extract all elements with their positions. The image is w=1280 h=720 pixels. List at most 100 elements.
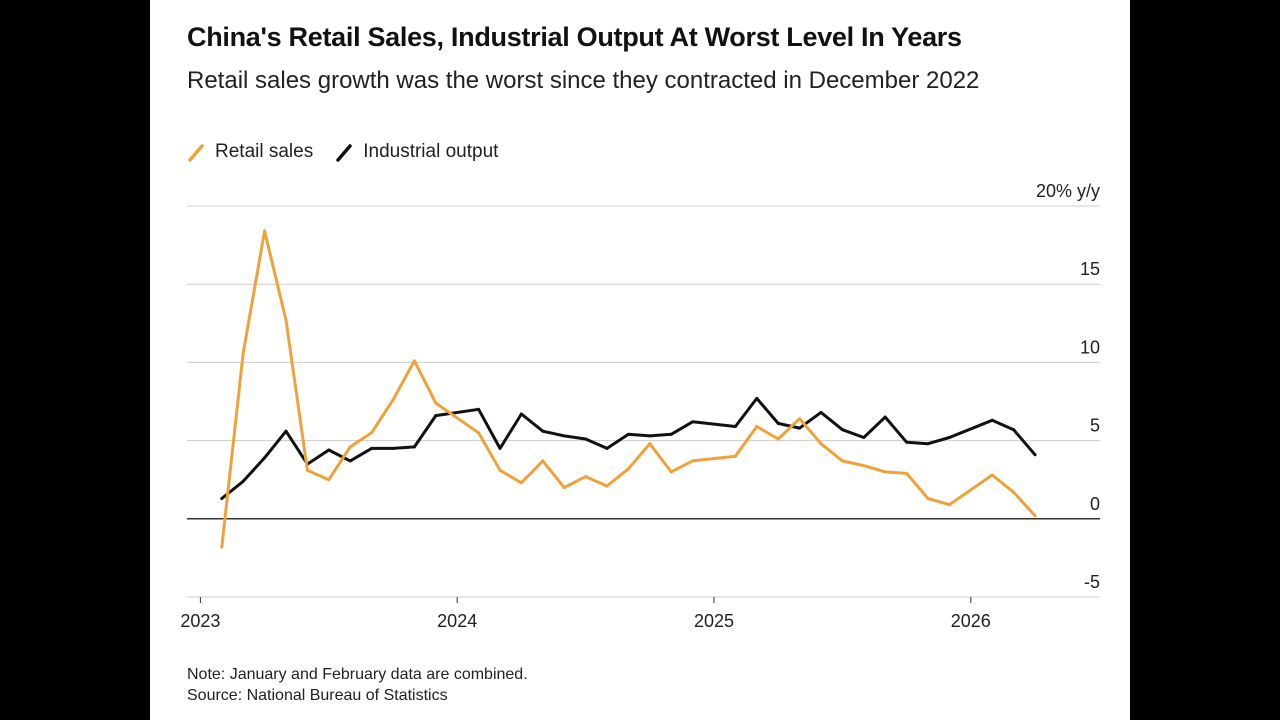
data-point-industrial (947, 435, 951, 439)
data-point-retail (776, 437, 780, 441)
data-point-industrial (798, 426, 802, 430)
data-point-industrial (241, 479, 245, 483)
x-tick-label: 2026 (951, 611, 991, 631)
legend: Retail sales Industrial output (187, 141, 520, 163)
data-point-retail (840, 459, 844, 463)
grid-layer (187, 205, 1100, 598)
chart-subtitle: Retail sales growth was the worst since … (187, 67, 980, 94)
data-point-retail (220, 545, 224, 549)
data-point-retail (477, 431, 481, 435)
data-point-industrial (883, 415, 887, 419)
data-point-industrial (284, 429, 288, 433)
data-point-industrial (691, 420, 695, 424)
chart-title: China's Retail Sales, Industrial Output … (187, 22, 962, 52)
x-tick-label: 2023 (180, 611, 220, 631)
data-point-industrial (605, 446, 609, 450)
data-point-industrial (391, 446, 395, 450)
data-point-industrial (926, 442, 930, 446)
series-points-industrial (220, 396, 1037, 500)
y-tick-label: 5 (1090, 416, 1100, 436)
data-point-industrial (498, 446, 502, 450)
data-point-industrial (669, 432, 673, 436)
data-point-retail (669, 470, 673, 474)
legend-item-retail: Retail sales (187, 141, 313, 163)
tick-labels-layer: 20% y/y 15 10 5 0 -5 2023 2024 2025 2026 (180, 181, 1100, 631)
data-point-retail (926, 496, 930, 500)
data-point-industrial (519, 412, 523, 416)
data-point-retail (305, 468, 309, 472)
data-point-retail (819, 442, 823, 446)
data-point-industrial (412, 445, 416, 449)
y-tick-label: -5 (1084, 572, 1100, 592)
x-tick-label: 2024 (437, 611, 477, 631)
data-point-industrial (1033, 453, 1037, 457)
data-point-retail (883, 470, 887, 474)
series-line-industrial (220, 396, 1037, 500)
legend-swatch-industrial (335, 141, 353, 163)
data-point-retail (370, 431, 374, 435)
data-point-retail (327, 478, 331, 482)
series-points-retail (220, 229, 1037, 549)
data-point-industrial (1012, 428, 1016, 432)
data-point-industrial (263, 456, 267, 460)
chart-note: Note: January and February data are comb… (187, 666, 528, 683)
data-point-retail (541, 459, 545, 463)
data-point-industrial (776, 421, 780, 425)
data-point-industrial (370, 446, 374, 450)
data-point-industrial (905, 440, 909, 444)
data-point-retail (562, 486, 566, 490)
data-point-retail (519, 481, 523, 485)
chart-card: China's Retail Sales, Industrial Output … (150, 0, 1130, 720)
data-point-industrial (477, 407, 481, 411)
data-point-retail (498, 468, 502, 472)
data-point-retail (990, 473, 994, 477)
data-point-industrial (990, 418, 994, 422)
line-chart: 20% y/y 15 10 5 0 -5 2023 2024 2025 2026 (180, 181, 1100, 631)
data-point-industrial (434, 414, 438, 418)
series-line-retail (220, 229, 1037, 549)
data-point-industrial (584, 437, 588, 441)
data-point-retail (755, 425, 759, 429)
data-point-retail (1012, 490, 1016, 494)
data-point-industrial (220, 496, 224, 500)
footer: Note: January and February data are comb… (187, 664, 528, 706)
data-point-retail (862, 464, 866, 468)
y-tick-label: 0 (1090, 494, 1100, 514)
data-point-retail (947, 503, 951, 507)
data-point-industrial (840, 428, 844, 432)
legend-label-industrial: Industrial output (363, 141, 499, 162)
data-point-retail (905, 471, 909, 475)
y-tick-label: 10 (1080, 337, 1100, 357)
chart-source: Source: National Bureau of Statistics (187, 687, 448, 704)
data-point-retail (626, 467, 630, 471)
data-point-industrial (819, 410, 823, 414)
data-point-retail (284, 318, 288, 322)
data-point-industrial (541, 429, 545, 433)
data-point-retail (691, 459, 695, 463)
data-point-retail (263, 229, 267, 233)
data-point-industrial (862, 435, 866, 439)
data-point-industrial (648, 434, 652, 438)
data-point-retail (733, 454, 737, 458)
data-point-industrial (562, 434, 566, 438)
data-point-industrial (348, 459, 352, 463)
data-point-retail (241, 351, 245, 355)
data-point-industrial (733, 425, 737, 429)
data-point-retail (1033, 514, 1037, 518)
data-point-retail (605, 484, 609, 488)
data-point-retail (584, 475, 588, 479)
x-tick-label: 2025 (694, 611, 734, 631)
data-point-retail (798, 417, 802, 421)
legend-label-retail: Retail sales (215, 141, 314, 162)
legend-item-industrial: Industrial output (335, 141, 498, 163)
data-point-industrial (626, 432, 630, 436)
data-point-retail (348, 445, 352, 449)
data-point-industrial (755, 396, 759, 400)
data-point-retail (412, 359, 416, 363)
y-tick-label: 15 (1080, 259, 1100, 279)
data-point-retail (434, 401, 438, 405)
data-point-retail (648, 442, 652, 446)
data-point-retail (391, 398, 395, 402)
legend-swatch-retail (187, 141, 205, 163)
series-layer (220, 229, 1037, 549)
